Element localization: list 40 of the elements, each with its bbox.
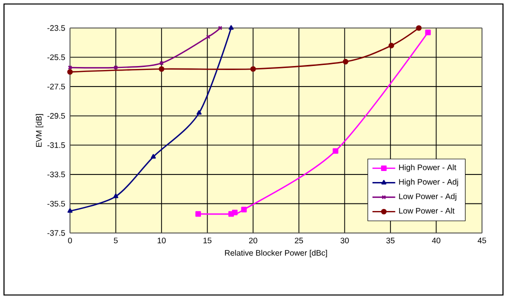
point — [113, 194, 118, 198]
x-tick-label: 0 — [68, 238, 72, 244]
legend-label: Low Power - Adj — [399, 193, 456, 201]
legend-label: High Power - Adj — [399, 178, 458, 186]
x-tick-label: 40 — [432, 238, 440, 244]
point — [388, 42, 394, 48]
point — [67, 208, 73, 213]
y-tick-label: -31.5 — [47, 142, 65, 148]
y-tick-label: -27.5 — [47, 84, 65, 90]
point — [232, 210, 238, 216]
point — [195, 211, 201, 217]
y-axis-title: EVM [dB] — [36, 114, 44, 147]
point — [425, 30, 431, 36]
point — [250, 66, 256, 72]
x-tick-label: 30 — [340, 238, 349, 244]
point — [241, 206, 247, 212]
y-tick-label: -37.5 — [47, 230, 65, 236]
x-tick-label: 5 — [114, 238, 118, 244]
x-tick-label: 45 — [478, 238, 486, 244]
x-tick-label: 15 — [203, 238, 212, 244]
x-axis-title: Relative Blocker Power [dBc] — [225, 250, 327, 258]
point — [416, 25, 422, 31]
x-tick-label: 25 — [294, 238, 304, 244]
x-tick-label: 20 — [249, 238, 258, 244]
x-tick-label: 10 — [158, 238, 166, 244]
legend-label: High Power - Alt — [399, 164, 456, 172]
point — [158, 66, 164, 72]
point — [150, 154, 156, 159]
y-tick-label: -23.5 — [47, 25, 65, 31]
point — [67, 69, 73, 75]
point — [196, 110, 202, 115]
point — [342, 58, 348, 64]
y-tick-label: -35.5 — [47, 200, 65, 207]
x-tick-label: 35 — [386, 238, 395, 244]
point — [332, 148, 338, 154]
y-tick-label: -29.5 — [47, 113, 65, 119]
y-tick-label: -33.5 — [47, 172, 65, 178]
legend-label: Low Power - Alt — [399, 208, 455, 214]
point — [228, 25, 234, 30]
y-tick-label: -25.5 — [47, 54, 65, 60]
